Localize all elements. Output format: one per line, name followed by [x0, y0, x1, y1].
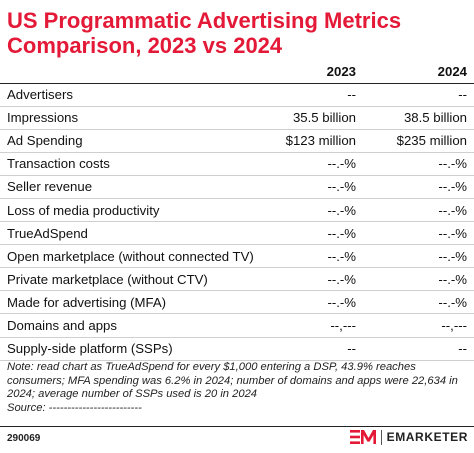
source-text: Source: -------------------------: [7, 401, 142, 414]
table-row: Advertisers -- --: [0, 83, 474, 107]
table-header-row: 2023 2024: [0, 61, 474, 84]
cell-2023: --.-%: [327, 225, 357, 241]
row-label: Advertisers: [7, 87, 73, 103]
cell-2023: --.-%: [327, 156, 357, 172]
row-label: Made for advertising (MFA): [7, 294, 167, 310]
row-label: Impressions: [7, 110, 79, 126]
cell-2024: --.-%: [438, 294, 467, 310]
table-row: TrueAdSpend --.-% --.-%: [0, 222, 474, 245]
cell-2024: --,---: [441, 317, 467, 333]
cell-2023: --.-%: [327, 248, 357, 264]
table-row: Domains and apps --,--- --,---: [0, 314, 474, 338]
cell-2023: --: [347, 87, 357, 103]
cell-2024: --.-%: [438, 156, 467, 172]
metrics-table: 2023 2024 Advertisers -- -- Impressions …: [0, 61, 474, 361]
cell-2023: --.-%: [327, 294, 357, 310]
header-label: [0, 61, 254, 84]
footnote: Note: read chart as TrueAdSpend for ever…: [7, 361, 469, 415]
cell-2024: 38.5 billion: [403, 110, 467, 126]
cell-2023: --: [347, 341, 357, 357]
chart-id: 290069: [7, 433, 41, 444]
brand-separator: [380, 429, 382, 445]
row-label: Domains and apps: [7, 317, 117, 333]
cell-2023: --.-%: [327, 202, 357, 218]
table-row: Seller revenue --.-% --.-%: [0, 175, 474, 199]
table-row: Loss of media productivity --.-% --.-%: [0, 198, 474, 222]
cell-2024: --: [458, 87, 467, 103]
row-label: Supply-side platform (SSPs): [7, 341, 173, 357]
page-title: US Programmatic Advertising Metrics Comp…: [7, 8, 402, 58]
cell-2024: --.-%: [438, 225, 467, 241]
cell-2023: $123 million: [285, 133, 357, 149]
cell-2023: --.-%: [327, 179, 357, 195]
table-row: Open marketplace (without connected TV) …: [0, 245, 474, 268]
row-label: Transaction costs: [7, 156, 110, 172]
row-label: Seller revenue: [7, 179, 93, 195]
footer-divider: [0, 426, 474, 427]
row-label: Private marketplace (without CTV): [7, 271, 208, 287]
brand-name: EMARKETER: [386, 430, 468, 444]
table-row: Transaction costs --.-% --.-%: [0, 152, 474, 176]
cell-2024: --.-%: [438, 248, 467, 264]
table-row: Private marketplace (without CTV) --.-% …: [0, 268, 474, 291]
table-row: Made for advertising (MFA) --.-% --.-%: [0, 291, 474, 314]
cell-2023: --,---: [330, 317, 357, 333]
em-logo-icon: [349, 429, 376, 445]
header-2023: 2023: [253, 61, 361, 84]
table-row: Supply-side platform (SSPs) -- --: [0, 337, 474, 361]
row-label: Ad Spending: [7, 133, 83, 149]
cell-2023: 35.5 billion: [292, 110, 357, 126]
cell-2024: --.-%: [438, 202, 467, 218]
brand-logo: EMARKETER: [349, 429, 468, 445]
header-2024: 2024: [360, 61, 474, 84]
cell-2024: $235 million: [396, 133, 467, 149]
row-label: TrueAdSpend: [7, 225, 88, 241]
row-label: Loss of media productivity: [7, 202, 160, 218]
cell-2023: --.-%: [327, 271, 357, 287]
table-row: Impressions 35.5 billion 38.5 billion: [0, 106, 474, 130]
cell-2024: --.-%: [438, 179, 467, 195]
note-text: Note: read chart as TrueAdSpend for ever…: [7, 361, 458, 401]
cell-2024: --.-%: [438, 271, 467, 287]
cell-2024: --: [458, 341, 467, 357]
table-row: Ad Spending $123 million $235 million: [0, 129, 474, 153]
row-label: Open marketplace (without connected TV): [7, 248, 254, 264]
